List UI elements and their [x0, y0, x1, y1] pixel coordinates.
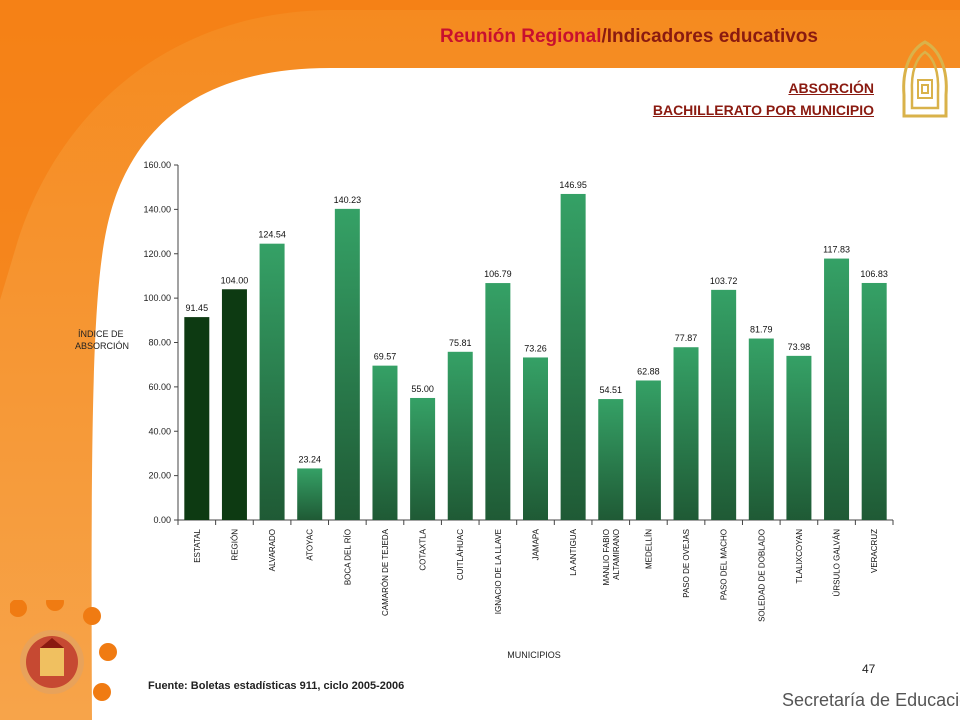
bar [485, 283, 511, 520]
veracruz-seal-icon [10, 600, 117, 701]
x-tick-label: CAMARÓN DE TEJEDA [381, 528, 390, 616]
education-emblem-icon [902, 40, 948, 118]
bar [297, 468, 323, 520]
x-tick-label: MEDELLÍN [644, 529, 653, 569]
y-tick-label: 120.00 [143, 249, 171, 259]
bar [673, 347, 699, 520]
title-part2: Indicadores educativos [606, 26, 818, 47]
subtitle-line1: ABSORCIÓN [788, 80, 874, 96]
bar [447, 351, 473, 520]
x-tick-label: ESTATAL [193, 528, 202, 562]
y-tick-label: 40.00 [148, 426, 171, 436]
bar-value-label: 23.24 [298, 454, 321, 464]
bar [711, 289, 737, 520]
bar [334, 208, 360, 520]
x-tick-label: PASO DE OVEJAS [682, 529, 691, 598]
x-axis-label: MUNICIPIOS [507, 650, 561, 660]
bar-value-label: 77.87 [675, 333, 698, 343]
bar [184, 317, 210, 520]
x-tick-label: ALVARADO [268, 529, 277, 571]
subtitle-line2: BACHILLERATO POR MUNICIPIO [652, 102, 874, 118]
bar-value-label: 81.79 [750, 325, 773, 335]
x-tick-label: REGIÓN [230, 529, 239, 561]
x-tick-label: MANLIO FABIOALTAMIRANO [602, 529, 621, 585]
x-tick-label: PASO DEL MACHO [720, 529, 729, 600]
x-tick-label: ÚRSULO GALVÁN [833, 529, 842, 597]
page-number: 47 [862, 662, 876, 676]
bar [372, 365, 398, 520]
bar-value-label: 54.51 [599, 385, 622, 395]
bar-value-label: 140.23 [334, 195, 362, 205]
bar-value-label: 106.79 [484, 269, 512, 279]
bar [523, 357, 548, 520]
bar-value-label: 91.45 [186, 303, 209, 313]
y-tick-label: 20.00 [148, 471, 171, 481]
bar [824, 258, 850, 520]
bar-value-label: 146.95 [559, 180, 587, 190]
white-curve-highlight [0, 0, 960, 300]
y-tick-label: 100.00 [143, 293, 171, 303]
bar-value-label: 62.88 [637, 366, 660, 376]
x-tick-label: SOLEDAD DE DOBLADO [757, 529, 766, 622]
bar [786, 355, 812, 520]
slide-title: Reunión Regional/Indicadores educativos [440, 26, 818, 48]
x-tick-label: COTAXTLA [419, 528, 428, 570]
bar-value-label: 73.26 [524, 343, 547, 353]
x-tick-label: JAMAPA [532, 528, 541, 560]
bar-value-label: 73.98 [788, 342, 811, 352]
x-tick-label: CUITLÁHUAC [456, 529, 465, 580]
y-tick-label: 140.00 [143, 204, 171, 214]
x-tick-label: LA ANTIGUA [569, 528, 578, 575]
bar-value-label: 104.00 [221, 275, 249, 285]
x-tick-label: BOCA DEL RÍO [343, 529, 352, 585]
x-tick-label: TLALIXCOYAN [795, 529, 804, 584]
secretaria-brand: Secretaría de Educación [782, 690, 960, 710]
bar-value-label: 124.54 [258, 230, 286, 240]
bar [410, 397, 436, 520]
y-tick-label: 0.00 [153, 515, 171, 525]
bar [748, 338, 774, 520]
x-tick-label: VERACRUZ [870, 529, 879, 573]
y-tick-label: 60.00 [148, 382, 171, 392]
title-part1: Reunión Regional [440, 26, 602, 47]
y-tick-label: 160.00 [143, 160, 171, 170]
x-tick-label: ATOYAC [306, 529, 315, 561]
title-separator: / [601, 26, 607, 47]
y-axis-label: ÍNDICE DE ABSORCIÓN [75, 329, 129, 351]
y-tick-label: 80.00 [148, 338, 171, 348]
bar [259, 243, 285, 520]
bar [221, 289, 247, 520]
bar [861, 282, 887, 520]
bar [635, 380, 661, 520]
bar-value-label: 106.83 [860, 269, 888, 279]
bar [560, 193, 586, 520]
bar-value-label: 55.00 [411, 384, 434, 394]
bar-value-label: 117.83 [823, 245, 850, 255]
source-note: Fuente: Boletas estadísticas 911, ciclo … [148, 680, 405, 692]
x-tick-label: IGNACIO DE LA LLAVE [494, 529, 503, 614]
bar [598, 399, 624, 520]
bar-value-label: 103.72 [710, 276, 738, 286]
bar-value-label: 69.57 [374, 352, 397, 362]
bar-value-label: 75.81 [449, 338, 472, 348]
